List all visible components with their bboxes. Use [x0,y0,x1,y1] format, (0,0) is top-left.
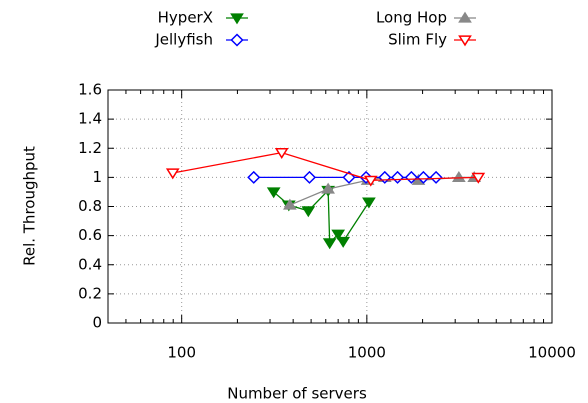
data-point [451,171,466,182]
legend-marker [458,11,472,23]
x-axis-label: Number of servers [227,385,367,403]
data-point [390,170,405,184]
data-point [301,206,316,218]
data-point [266,187,281,199]
y-tick-label: 0 [92,314,102,332]
legend-label: Long Hop [376,9,447,27]
legend-label: Slim Fly [388,31,447,49]
y-tick-label: 1.4 [78,110,102,128]
data-point [331,229,346,241]
data-point [321,182,335,194]
data-point [416,170,430,184]
x-tick-label: 1000 [348,344,386,362]
legend-marker [230,33,244,47]
y-tick-label: 0.6 [78,226,102,244]
y-axis-label: Rel. Throughput [21,146,39,266]
legend-marker [458,35,472,47]
data-point [165,168,180,180]
y-tick-label: 0.4 [78,255,102,273]
legend-label: HyperX [158,9,213,27]
data-point [283,198,297,210]
data-point [322,238,337,250]
data-point [247,170,261,184]
series-line [273,188,370,245]
y-tick-label: 1.2 [78,139,102,157]
data-point [362,197,376,209]
data-point [471,172,486,184]
series-line [172,151,479,181]
y-tick-label: 1 [92,168,102,186]
y-tick-label: 0.8 [78,197,102,215]
data-point [404,170,418,184]
data-point [363,175,378,187]
plot-frame [107,89,553,324]
data-point [302,170,317,184]
y-tick-label: 1.6 [78,81,102,99]
data-point [274,148,289,159]
x-tick-label: 10000 [528,344,576,362]
data-point [429,170,443,184]
legend-label: Jellyfish [154,31,213,49]
x-tick-label: 100 [167,344,196,362]
legend-marker [230,13,244,25]
y-tick-label: 0.2 [78,284,102,302]
data-point [336,236,351,248]
